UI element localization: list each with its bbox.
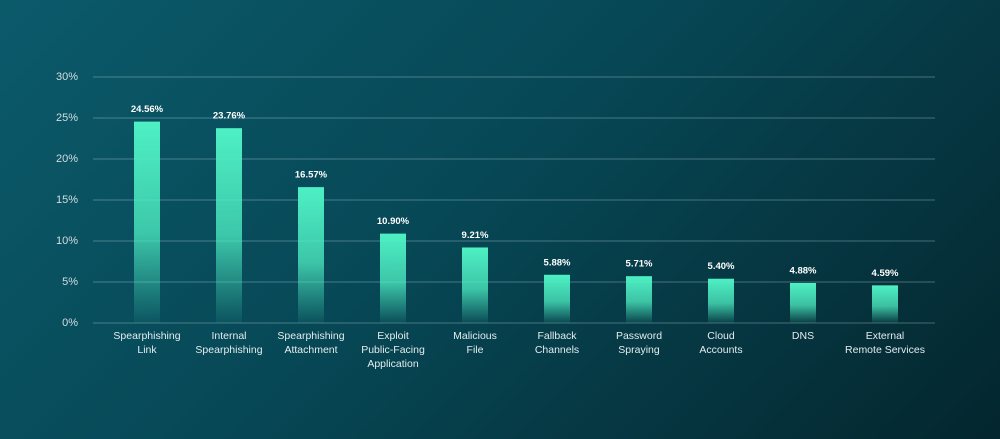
x-tick-label: Fallback Channels — [534, 330, 580, 356]
bar — [708, 278, 734, 323]
data-label: 23.76% — [213, 111, 246, 122]
bar — [216, 128, 242, 323]
x-tick-label: Spearphishing Attachment — [277, 330, 345, 356]
x-tick-label: Spearphishing Link — [113, 330, 181, 356]
bar — [790, 282, 816, 323]
bar — [134, 121, 160, 323]
x-tick-label: DNS — [791, 330, 815, 342]
data-label: 24.56% — [131, 104, 164, 115]
bar — [544, 274, 570, 323]
data-label: 4.88% — [790, 265, 817, 276]
bar — [380, 233, 406, 323]
x-tick-label: Cloud Accounts — [699, 330, 743, 356]
y-tick-label: 5% — [62, 276, 78, 288]
data-label: 5.40% — [708, 261, 735, 272]
bar — [298, 187, 324, 323]
data-label: 4.59% — [872, 268, 899, 279]
x-tick-label: Malicious File — [453, 330, 497, 356]
data-label: 5.88% — [544, 257, 571, 268]
y-tick-label: 10% — [56, 235, 78, 247]
data-label: 10.90% — [377, 216, 410, 227]
data-label: 9.21% — [462, 230, 489, 241]
bar — [872, 285, 898, 323]
y-tick-label: 20% — [56, 153, 78, 165]
data-label: 16.57% — [295, 170, 328, 181]
y-tick-label: 15% — [56, 194, 78, 206]
x-tick-label: Internal Spearphishing — [195, 330, 263, 356]
data-label: 5.71% — [626, 259, 653, 270]
y-tick-label: 25% — [56, 112, 78, 124]
y-tick-label: 0% — [62, 317, 78, 329]
x-tick-label: Password Spraying — [615, 330, 663, 356]
bar — [462, 247, 488, 323]
x-tick-label: External Remote Services — [845, 330, 925, 356]
y-tick-label: 30% — [56, 71, 78, 83]
bar — [626, 276, 652, 323]
x-tick-label: Exploit Public-Facing Application — [361, 330, 425, 370]
